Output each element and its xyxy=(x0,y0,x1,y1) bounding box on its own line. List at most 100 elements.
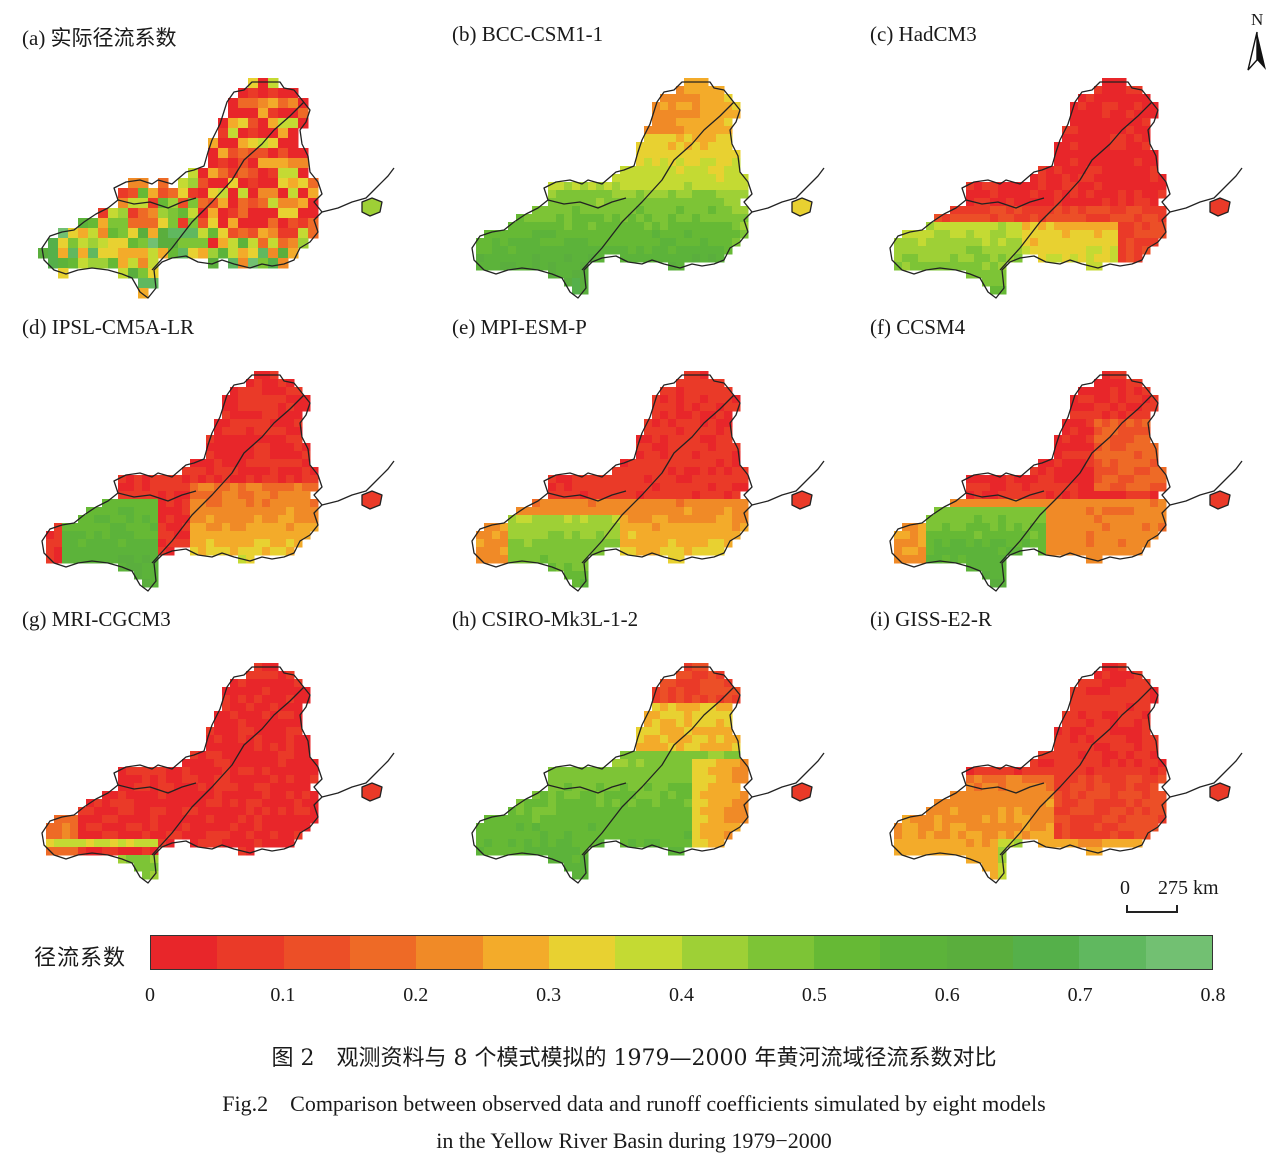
grid-cell xyxy=(684,515,693,524)
grid-cell xyxy=(1110,395,1119,404)
grid-cell xyxy=(628,531,637,540)
grid-cell xyxy=(198,467,207,476)
grid-cell xyxy=(564,783,573,792)
grid-cell xyxy=(246,839,255,848)
grid-cell xyxy=(716,443,725,452)
grid-cell xyxy=(668,711,677,720)
grid-cell xyxy=(254,523,263,532)
grid-cell xyxy=(974,206,983,215)
grid-cell xyxy=(1142,499,1151,508)
grid-cell xyxy=(990,254,999,263)
grid-cell xyxy=(524,254,533,263)
grid-cell xyxy=(668,411,677,420)
grid-cell xyxy=(1134,727,1143,736)
grid-cell xyxy=(926,222,935,231)
grid-cell xyxy=(54,539,63,548)
grid-cell xyxy=(564,230,573,239)
grid-cell xyxy=(532,515,541,524)
grid-cell xyxy=(716,767,725,776)
grid-cell xyxy=(636,158,645,167)
grid-cell xyxy=(1142,411,1151,420)
grid-cell xyxy=(620,475,629,484)
grid-cell xyxy=(208,208,219,219)
grid-cell xyxy=(128,268,139,279)
grid-cell xyxy=(652,743,661,752)
grid-cell xyxy=(310,775,319,784)
grid-cell xyxy=(190,467,199,476)
grid-cell xyxy=(1062,214,1071,223)
grid-cell xyxy=(732,230,741,239)
grid-cell xyxy=(118,507,127,516)
grid-cell xyxy=(238,679,247,688)
grid-cell xyxy=(668,679,677,688)
grid-cell xyxy=(54,531,63,540)
grid-cell xyxy=(150,475,159,484)
grid-cell xyxy=(660,539,669,548)
grid-cell xyxy=(246,695,255,704)
grid-cell xyxy=(652,134,661,143)
grid-cell xyxy=(716,531,725,540)
grid-cell xyxy=(1158,483,1167,492)
grid-cell xyxy=(1086,735,1095,744)
grid-cell xyxy=(476,839,485,848)
grid-cell xyxy=(998,815,1007,824)
grid-cell xyxy=(700,230,709,239)
grid-cell xyxy=(1030,499,1039,508)
grid-cell xyxy=(676,799,685,808)
grid-cell xyxy=(540,547,549,556)
grid-cell xyxy=(998,190,1007,199)
grid-cell xyxy=(982,523,991,532)
grid-cell xyxy=(1094,679,1103,688)
grid-cell xyxy=(1102,403,1111,412)
grid-cell xyxy=(54,815,63,824)
grid-cell xyxy=(974,855,983,864)
grid-cell xyxy=(214,783,223,792)
grid-cell xyxy=(524,807,533,816)
grid-cell xyxy=(572,839,581,848)
grid-cell xyxy=(1006,491,1015,500)
grid-cell xyxy=(588,783,597,792)
grid-cell xyxy=(294,727,303,736)
grid-cell xyxy=(258,128,269,139)
grid-cell xyxy=(1046,190,1055,199)
grid-cell xyxy=(700,547,709,556)
grid-cell xyxy=(724,174,733,183)
grid-cell xyxy=(1126,158,1135,167)
grid-cell xyxy=(230,767,239,776)
grid-cell xyxy=(644,435,653,444)
grid-cell xyxy=(214,727,223,736)
grid-cell xyxy=(158,799,167,808)
grid-cell xyxy=(950,230,959,239)
grid-cell xyxy=(942,555,951,564)
grid-cell xyxy=(126,815,135,824)
grid-cell xyxy=(612,531,621,540)
grid-cell xyxy=(580,831,589,840)
grid-cell xyxy=(700,467,709,476)
grid-cell xyxy=(190,783,199,792)
grid-cell xyxy=(270,467,279,476)
grid-cell xyxy=(902,539,911,548)
grid-cell xyxy=(310,515,319,524)
grid-cell xyxy=(716,823,725,832)
grid-cell xyxy=(258,188,269,199)
grid-cell xyxy=(278,387,287,396)
grid-cell xyxy=(238,88,249,99)
grid-cell xyxy=(238,108,249,119)
grid-cell xyxy=(198,188,209,199)
north-label: N xyxy=(1251,10,1264,29)
grid-cell xyxy=(628,222,637,231)
grid-cell xyxy=(926,547,935,556)
grid-cell xyxy=(206,751,215,760)
grid-cell xyxy=(918,246,927,255)
grid-cell xyxy=(286,767,295,776)
grid-cell xyxy=(926,531,935,540)
grid-cell xyxy=(572,555,581,564)
grid-cell xyxy=(142,815,151,824)
grid-cell xyxy=(692,539,701,548)
grid-cell xyxy=(990,238,999,247)
grid-cell xyxy=(476,823,485,832)
grid-cell xyxy=(302,799,311,808)
grid-cell xyxy=(1210,198,1230,216)
grid-cell xyxy=(1086,539,1095,548)
grid-cell xyxy=(1070,547,1079,556)
